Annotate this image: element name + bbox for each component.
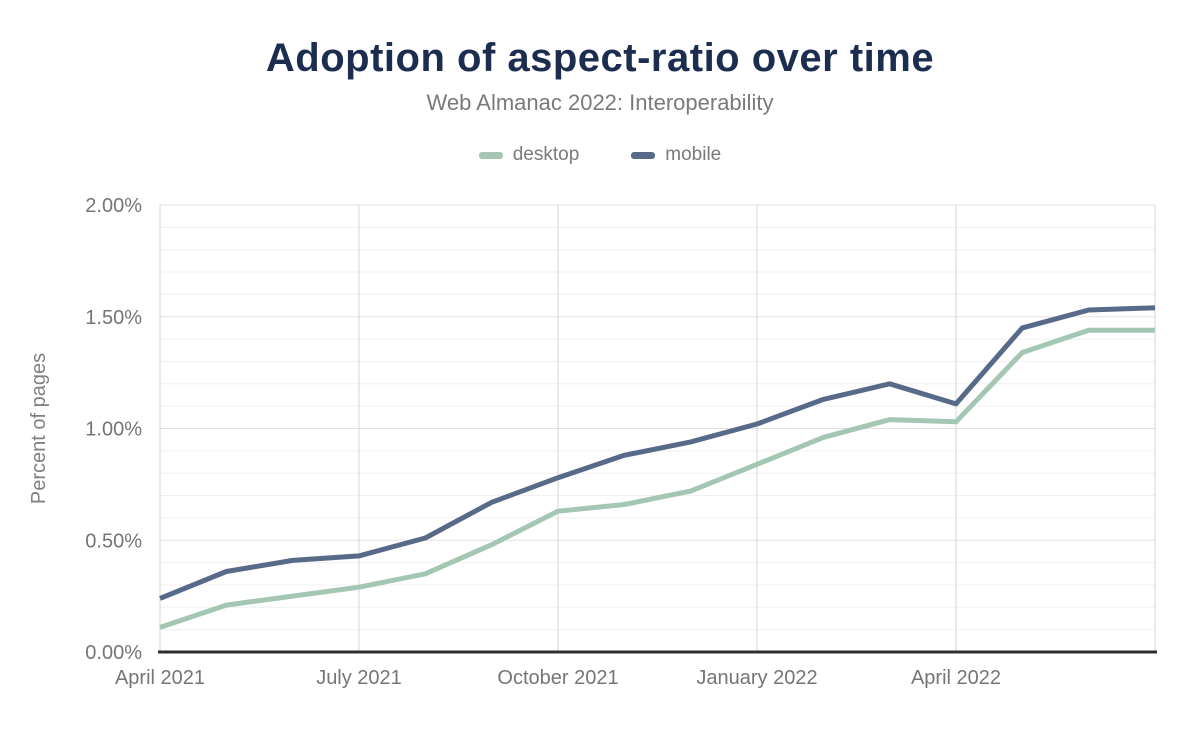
x-tick-label: October 2021 — [497, 667, 618, 689]
legend-label-desktop: desktop — [512, 144, 580, 165]
x-tick-label: April 2022 — [911, 667, 1001, 689]
legend-item-desktop: desktop — [478, 144, 580, 166]
legend-label-mobile: mobile — [665, 144, 722, 165]
mobile-swatch-icon — [631, 151, 656, 159]
y-tick-label: 1.00% — [85, 419, 142, 441]
y-tick-label: 0.00% — [85, 642, 142, 664]
desktop-line — [159, 327, 1155, 630]
x-tick-label: April 2021 — [115, 667, 205, 689]
y-tick-label: 0.50% — [85, 530, 142, 552]
x-tick-label: January 2022 — [696, 667, 817, 689]
y-axis-title: Percent of pages — [28, 353, 50, 504]
y-tick-label: 2.00% — [85, 195, 142, 217]
legend: desktop mobile — [0, 142, 1200, 168]
chart-subtitle: Web Almanac 2022: Interoperability — [426, 90, 774, 115]
x-tick-label: July 2021 — [316, 667, 402, 689]
desktop-swatch-icon — [478, 151, 503, 159]
y-tick-label: 1.50% — [85, 307, 142, 329]
legend-item-mobile: mobile — [631, 144, 721, 166]
chart-title: Adoption of aspect-ratio over time — [265, 36, 935, 80]
mobile-line — [159, 305, 1156, 601]
